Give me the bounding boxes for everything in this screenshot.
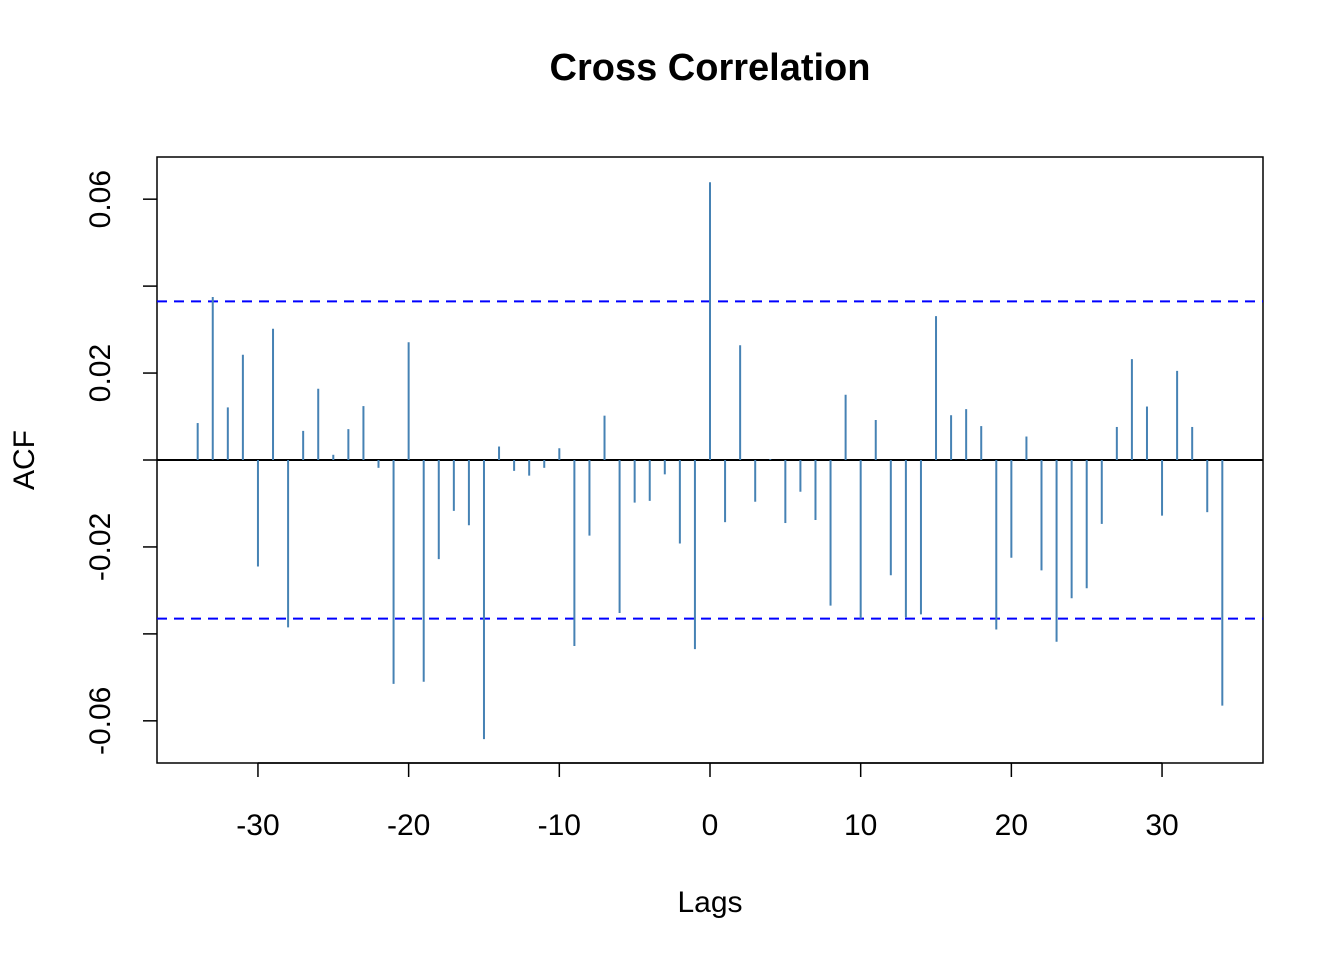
x-tick-label: 0: [702, 809, 719, 842]
y-tick-label: 0.06: [84, 170, 117, 228]
x-tick-label: 10: [844, 809, 877, 842]
x-tick-label: -10: [538, 809, 581, 842]
chart-title: Cross Correlation: [550, 47, 871, 89]
x-tick-label: -30: [236, 809, 279, 842]
y-tick-label: 0.02: [84, 344, 117, 402]
plot-area: -30 -20 -10 0 10 20 30 -0.06 -0.02 0.02 0.06: [84, 156, 1264, 842]
y-axis-label: ACF: [8, 430, 41, 490]
y-tick-label: -0.06: [84, 687, 117, 755]
x-tick-label: -20: [387, 809, 430, 842]
x-tick-label: 20: [995, 809, 1028, 842]
y-tick-label: -0.02: [84, 513, 117, 581]
x-tick-label: 30: [1145, 809, 1178, 842]
x-axis-label: Lags: [677, 886, 742, 919]
